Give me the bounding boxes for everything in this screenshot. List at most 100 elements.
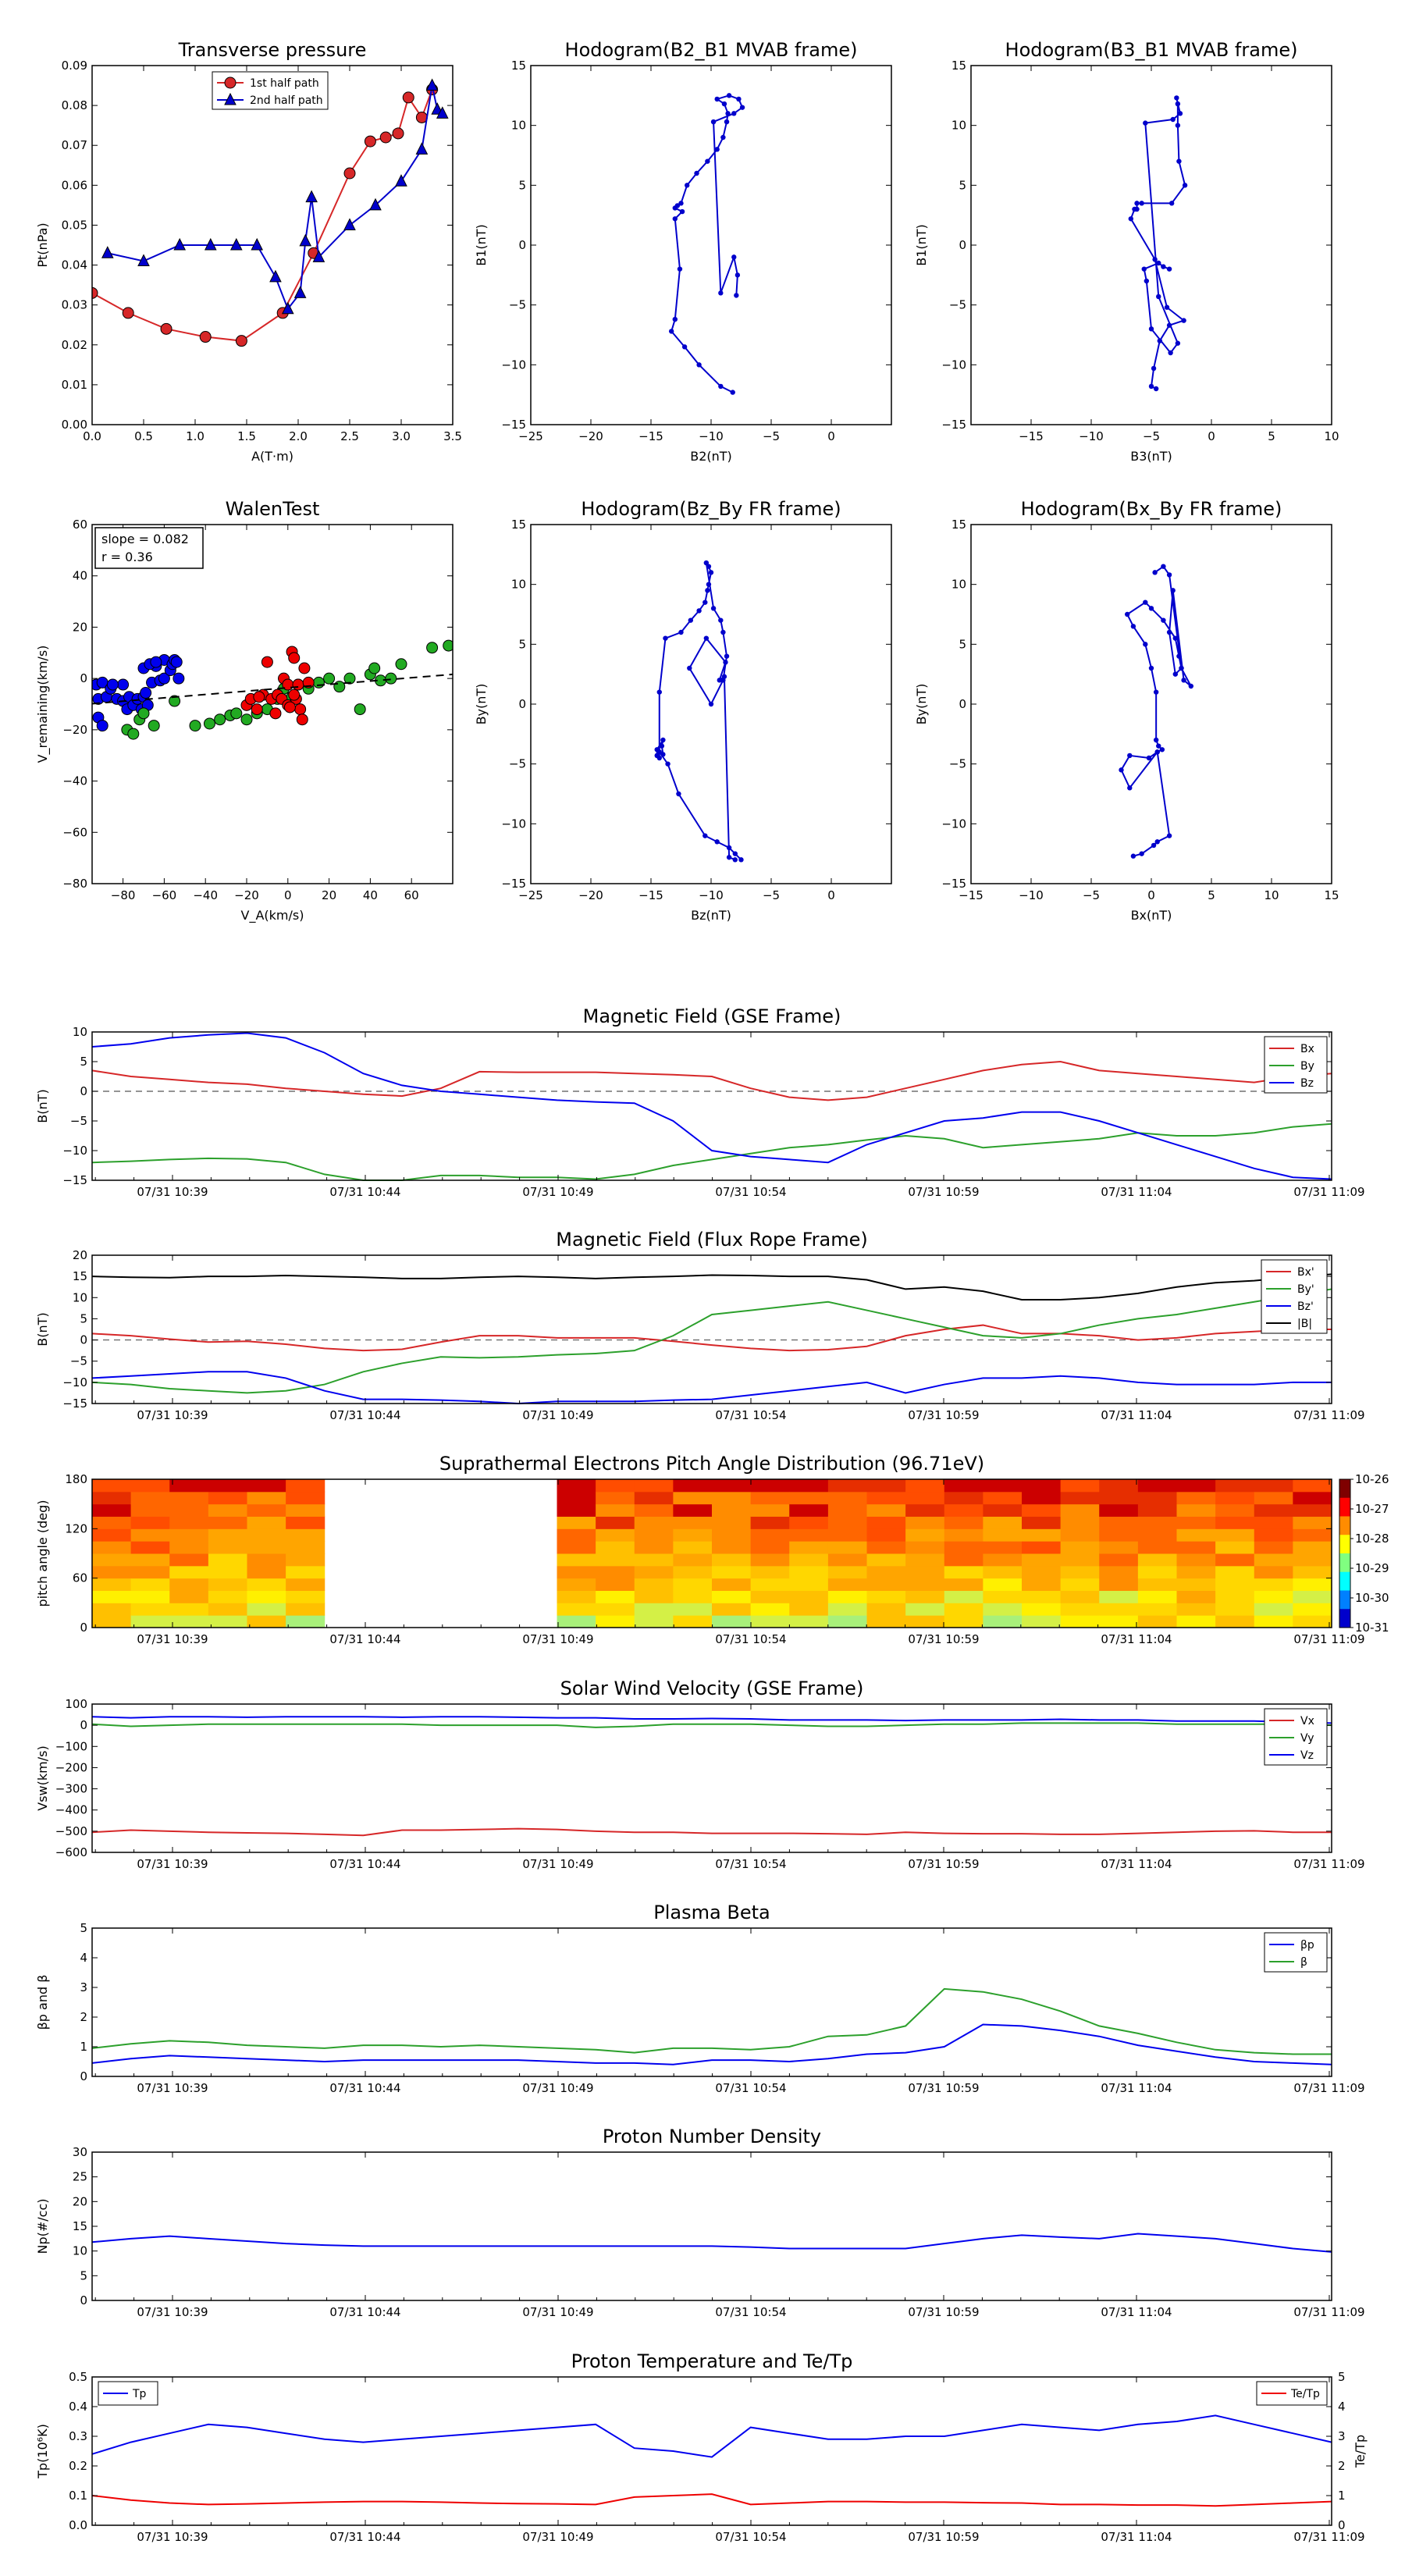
data-point	[1156, 743, 1161, 749]
data-point	[150, 656, 162, 668]
data-point	[379, 131, 392, 144]
data-point	[204, 237, 217, 251]
y-tick-label: 15	[511, 59, 526, 73]
heatmap-cell	[1293, 1603, 1332, 1616]
y-tick-label: 0.08	[62, 98, 87, 112]
heatmap-cell	[866, 1553, 906, 1567]
heatmap-cell	[1176, 1578, 1216, 1591]
x-tick-label: 3.0	[392, 429, 411, 443]
heatmap-cell	[673, 1516, 713, 1529]
y-tick-label: 0	[80, 1718, 87, 1732]
data-point	[1139, 201, 1144, 206]
heatmap-cell	[1060, 1553, 1100, 1567]
data-point	[720, 134, 726, 141]
heatmap-cell	[944, 1541, 984, 1554]
x-tick-label: 07/31 10:49	[522, 1408, 593, 1422]
colorbar-segment	[1339, 1571, 1350, 1591]
heatmap-cell	[827, 1565, 867, 1579]
x-tick-label: 07/31 10:59	[908, 1632, 979, 1646]
data-point	[296, 713, 308, 726]
heatmap-cell	[866, 1541, 906, 1554]
heatmap-cell	[944, 1578, 984, 1591]
data-point	[718, 383, 724, 390]
y-tick-label: 30	[73, 2145, 87, 2159]
heatmap-cell	[712, 1603, 752, 1616]
heatmap-cell	[557, 1578, 596, 1591]
data-point	[1175, 123, 1181, 128]
heatmap-cell	[983, 1479, 1023, 1493]
data-point	[261, 656, 273, 668]
x-axis-label: B2(nT)	[690, 449, 732, 464]
data-point	[1182, 183, 1188, 188]
data-point	[710, 606, 717, 611]
heatmap-cell	[1060, 1615, 1100, 1628]
data-point	[1148, 383, 1154, 390]
data-point	[688, 617, 694, 623]
x-tick-label: 07/31 11:09	[1293, 2305, 1364, 2319]
heatmap-cell	[92, 1553, 132, 1567]
data-point	[395, 658, 407, 671]
x-tick-label: 3.5	[443, 429, 462, 443]
y-tick-label: 0.03	[62, 298, 87, 312]
y-axis-label: B1(nT)	[474, 224, 489, 266]
data-point	[343, 672, 356, 685]
heatmap-cell	[673, 1503, 713, 1517]
heatmap-cell	[596, 1528, 635, 1542]
heatmap-cell	[92, 1528, 132, 1542]
heatmap-cell	[596, 1565, 635, 1579]
data-point	[293, 286, 307, 298]
series-line-0	[91, 2233, 1332, 2253]
heatmap-cell	[634, 1615, 674, 1628]
data-point	[288, 688, 301, 701]
x-tick-label: −10	[1079, 429, 1104, 443]
heatmap-cell	[1022, 1516, 1062, 1529]
data-point	[199, 331, 212, 343]
data-point	[1152, 570, 1158, 575]
y-tick-label: 100	[65, 1697, 87, 1711]
chart-title: Proton Temperature and Te/Tp	[571, 2350, 853, 2372]
y-axis-label: By(nT)	[474, 684, 489, 725]
data-point	[354, 703, 366, 716]
data-point	[1164, 304, 1170, 310]
heatmap-cell	[866, 1503, 906, 1517]
y-tick-label: 0.05	[62, 218, 87, 232]
axes-frame	[91, 2376, 1332, 2526]
y-tick-label: −5	[949, 298, 966, 312]
heatmap-cell	[169, 1590, 209, 1603]
heatmap-cell	[789, 1615, 829, 1628]
heatmap-cell	[208, 1541, 247, 1554]
series-line-0	[91, 1324, 1332, 1352]
y-tick-label: 0	[80, 1621, 87, 1635]
x-tick-label: 07/31 11:04	[1101, 2081, 1172, 2095]
heatmap-cell	[1099, 1565, 1139, 1579]
x-tick-label: 0	[284, 888, 292, 902]
heatmap-cell	[673, 1553, 713, 1567]
data-point	[1125, 611, 1130, 617]
legend-label: Vy	[1300, 1732, 1314, 1745]
y-tick-label: −15	[941, 418, 966, 432]
heatmap-cell	[983, 1491, 1023, 1505]
data-point	[312, 250, 325, 262]
heatmap-cell	[92, 1541, 132, 1554]
legend-label: By'	[1297, 1283, 1314, 1296]
heatmap-cell	[286, 1503, 325, 1517]
data-point	[678, 629, 684, 635]
heatmap-cell	[247, 1491, 286, 1505]
heatmap-cell	[905, 1503, 945, 1517]
y-axis-label: Np(#/cc)	[35, 2199, 50, 2254]
heatmap-cell	[1022, 1565, 1062, 1579]
data-point	[385, 672, 397, 685]
heatmap-cell	[827, 1541, 867, 1554]
heatmap-cell	[596, 1603, 635, 1616]
data-point	[364, 135, 376, 148]
heatmap-cell	[1176, 1553, 1216, 1567]
data-point	[415, 142, 429, 155]
data-point	[1127, 753, 1133, 759]
series-line-0	[91, 2023, 1332, 2065]
x-tick-label: 07/31 10:49	[522, 1857, 593, 1871]
heatmap-cell	[557, 1516, 596, 1529]
data-point	[731, 254, 737, 260]
heatmap-cell	[673, 1578, 713, 1591]
y-tick-label: 0.2	[69, 2459, 87, 2473]
